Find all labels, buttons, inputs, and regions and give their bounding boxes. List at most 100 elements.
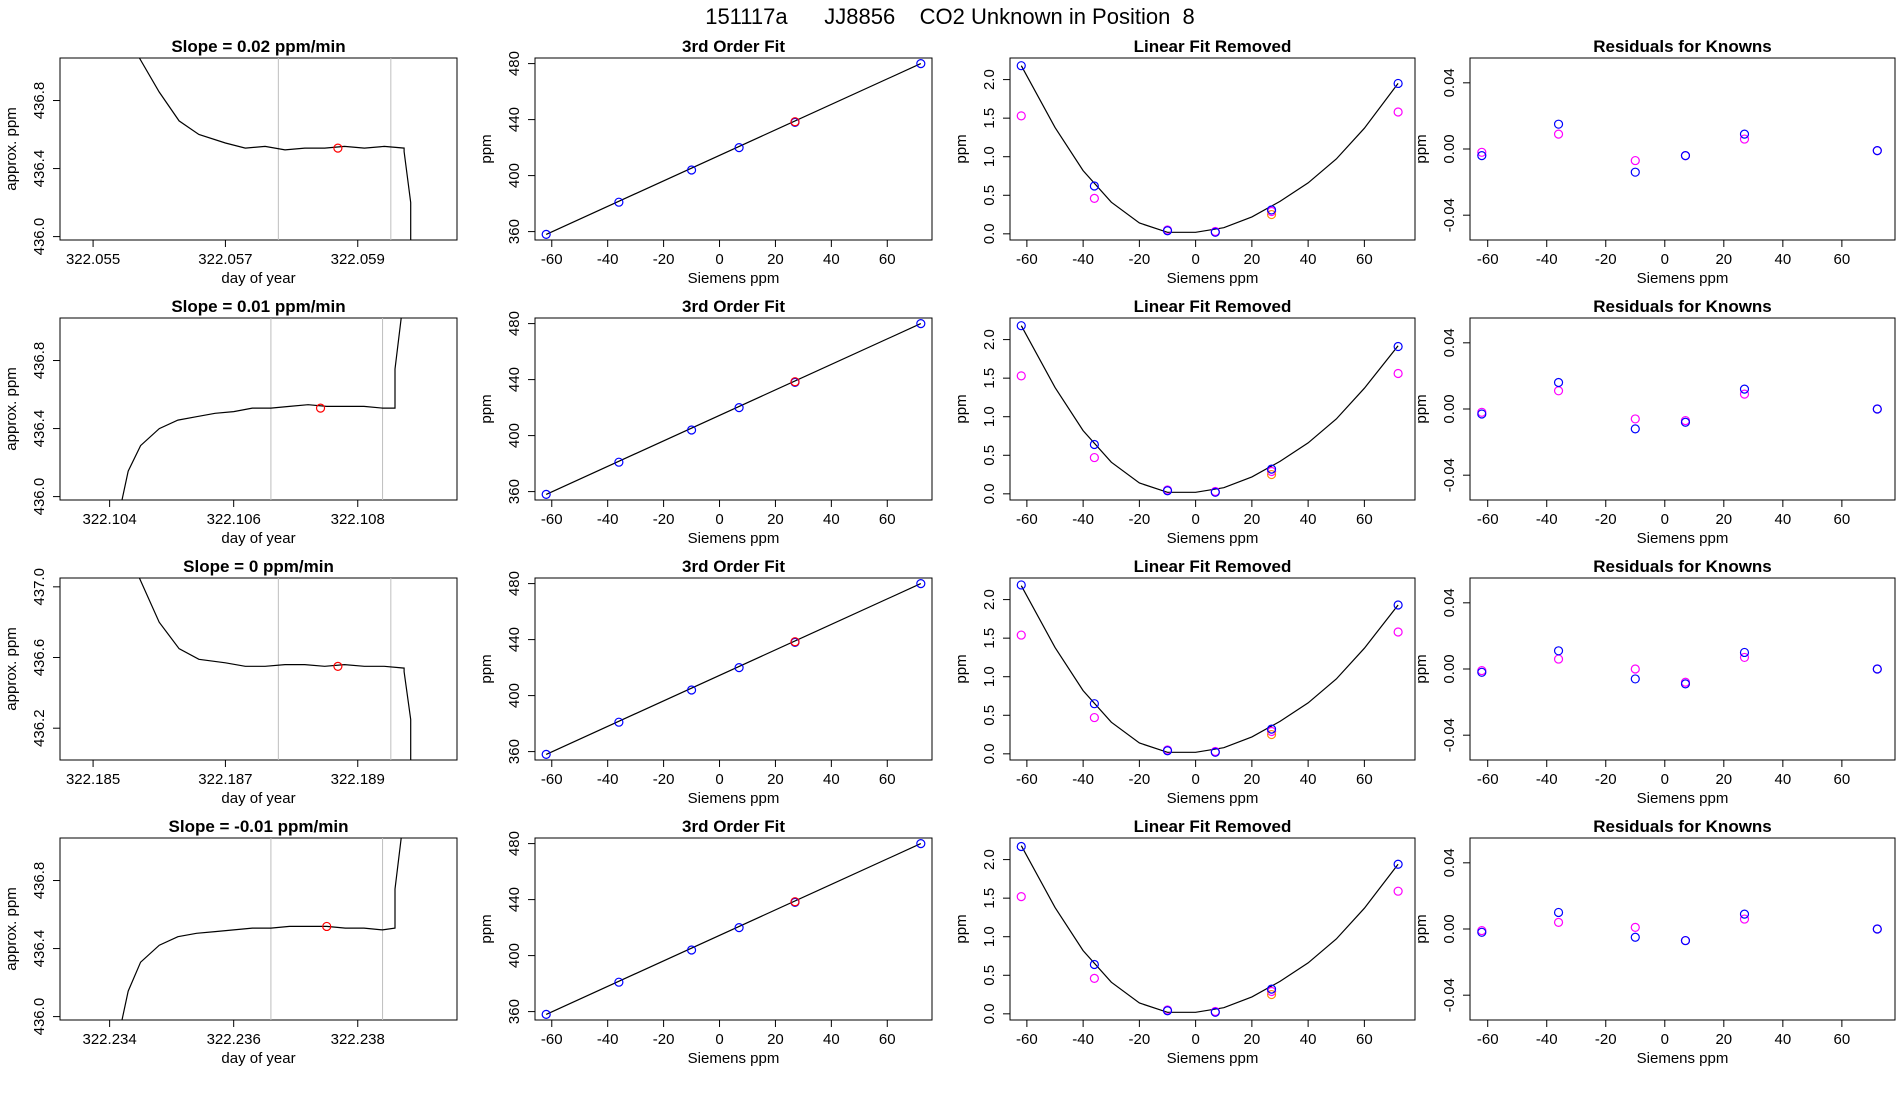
x-tick-label: -60 xyxy=(541,511,563,528)
point-blue xyxy=(1089,181,1099,191)
plot-area xyxy=(541,838,926,1020)
x-tick-label: -20 xyxy=(1129,511,1151,528)
x-tick-label: -60 xyxy=(1477,251,1499,268)
point-blue xyxy=(1477,667,1487,677)
x-tick-label: 60 xyxy=(1834,251,1851,268)
point-blue xyxy=(1210,487,1220,497)
panel-r1-fit: 3rd Order Fit -60 -40 -20 0 20 40 60 360 400 440 48… xyxy=(478,37,933,287)
x-tick-label: 0 xyxy=(1661,511,1669,528)
x-tick-label: 20 xyxy=(1715,511,1732,528)
point-magenta xyxy=(1016,630,1026,640)
point-blue xyxy=(614,977,624,987)
point-magenta xyxy=(1630,922,1640,932)
y-tick-label: 0.00 xyxy=(1441,134,1458,163)
plot-frame xyxy=(59,577,458,761)
y-axis-label: approx. ppm xyxy=(3,627,20,710)
y-tick-label: 480 xyxy=(506,571,523,596)
panel-title: Slope = 0.02 ppm/min xyxy=(171,37,345,56)
y-tick-label: 0.0 xyxy=(981,1003,998,1024)
x-tick-label: -20 xyxy=(1595,771,1617,788)
plot-frame xyxy=(1469,57,1896,241)
point-blue xyxy=(1089,959,1099,970)
x-tick-label: 60 xyxy=(879,1031,896,1048)
point-blue xyxy=(1477,409,1487,419)
point-blue xyxy=(1739,384,1750,394)
plot-area xyxy=(541,319,926,499)
x-tick-label: 322.057 xyxy=(198,251,252,268)
trace-line xyxy=(121,838,402,1020)
panel-r3-res: Residuals for Knowns -60 -40 -20 0 20 40 60 -0.0… xyxy=(1413,557,1896,807)
point-blue xyxy=(686,685,697,695)
point-blue xyxy=(1739,647,1750,658)
x-tick-label: 0 xyxy=(1661,1031,1669,1048)
x-tick-label: 0 xyxy=(1191,251,1199,268)
panel-r3-lin: Linear Fit Removed -60 -40 -20 0 20 40 60 0.0 0.5… xyxy=(953,557,1416,807)
y-axis-label: ppm xyxy=(953,914,970,943)
point-magenta xyxy=(1739,652,1750,663)
y-tick-label: 0.0 xyxy=(981,483,998,504)
plot-area xyxy=(541,58,926,239)
x-tick-label: -60 xyxy=(1477,1031,1499,1048)
x-tick-label: -60 xyxy=(1016,771,1038,788)
point-magenta xyxy=(1016,371,1026,381)
x-tick-label: 322.236 xyxy=(207,1031,261,1048)
x-tick-label: 322.059 xyxy=(331,251,385,268)
x-tick-label: 322.187 xyxy=(198,771,252,788)
point-blue xyxy=(916,838,926,849)
point-blue xyxy=(1680,935,1691,946)
x-tick-label: 322.104 xyxy=(83,511,137,528)
x-axis-label: Siemens ppm xyxy=(688,790,780,807)
panel-title: Residuals for Knowns xyxy=(1593,297,1772,316)
y-tick-label: 2.0 xyxy=(981,589,998,610)
y-tick-label: 360 xyxy=(506,999,523,1024)
x-tick-label: -20 xyxy=(653,251,675,268)
y-axis-label: ppm xyxy=(1413,134,1430,163)
x-tick-label: 322.055 xyxy=(66,251,120,268)
point-blue xyxy=(1630,674,1640,684)
x-tick-label: -60 xyxy=(541,771,563,788)
fit-curve xyxy=(1020,65,1399,233)
fit-curve xyxy=(545,583,922,755)
panel-r2-res: Residuals for Knowns -60 -40 -20 0 20 40 60 -0.0… xyxy=(1413,297,1896,547)
x-tick-label: 40 xyxy=(823,1031,840,1048)
x-tick-label: 60 xyxy=(879,511,896,528)
point-blue xyxy=(541,1009,551,1020)
point-red xyxy=(790,637,800,647)
y-tick-label: 440 xyxy=(506,627,523,652)
panel-title: Slope = 0.01 ppm/min xyxy=(171,297,345,316)
point-orange xyxy=(1266,989,1277,1000)
y-tick-label: 360 xyxy=(506,479,523,504)
panel-title: Linear Fit Removed xyxy=(1134,37,1292,56)
x-tick-label: 20 xyxy=(1715,1031,1732,1048)
x-tick-label: 40 xyxy=(1300,771,1317,788)
point-blue xyxy=(1266,205,1277,215)
x-tick-label: 20 xyxy=(767,771,784,788)
x-tick-label: 322.106 xyxy=(207,511,261,528)
x-axis-label: Siemens ppm xyxy=(1637,530,1729,547)
x-axis-label: Siemens ppm xyxy=(1637,1050,1729,1067)
panel-r4-lin: Linear Fit Removed -60 -40 -20 0 20 40 60 0.0 0.5… xyxy=(953,817,1416,1067)
x-axis-label: Siemens ppm xyxy=(1167,790,1259,807)
point-blue xyxy=(916,578,926,589)
trace-line xyxy=(121,318,402,500)
y-tick-label: 436.0 xyxy=(31,998,48,1036)
point-blue xyxy=(734,662,744,673)
y-tick-label: 436.8 xyxy=(31,342,48,380)
x-tick-label: 0 xyxy=(1661,251,1669,268)
plot-area xyxy=(1016,61,1403,237)
point-blue xyxy=(614,717,624,727)
plot-frame xyxy=(1009,577,1416,761)
x-axis-label: day of year xyxy=(221,790,295,807)
x-tick-label: -20 xyxy=(1129,251,1151,268)
point-blue xyxy=(1266,984,1277,994)
x-tick-label: -20 xyxy=(1595,1031,1617,1048)
point-blue xyxy=(1630,167,1640,177)
y-tick-label: -0.04 xyxy=(1441,718,1458,752)
x-axis-label: Siemens ppm xyxy=(688,270,780,287)
plot-area xyxy=(1016,321,1403,497)
plot-frame xyxy=(1009,57,1416,241)
plot-area xyxy=(1016,841,1403,1017)
point-red xyxy=(333,661,343,671)
point-blue xyxy=(1266,724,1277,734)
x-tick-label: 20 xyxy=(1715,251,1732,268)
